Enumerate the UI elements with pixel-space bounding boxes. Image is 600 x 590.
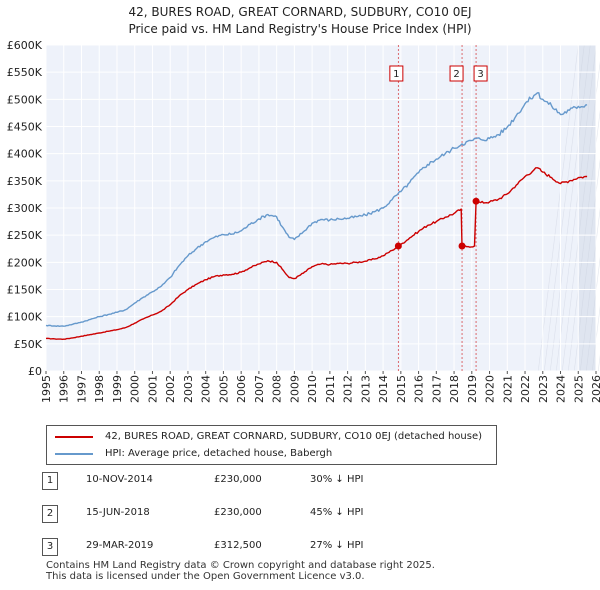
- x-tick-label: 2004: [200, 375, 213, 403]
- y-tick-label: £100K: [7, 311, 43, 324]
- transaction-date: 29-MAR-2019: [86, 540, 154, 551]
- x-tick-label: 2002: [164, 375, 177, 403]
- x-tick-label: 2010: [306, 375, 319, 403]
- x-tick-label: 1996: [58, 375, 71, 403]
- x-tick-label: 2024: [555, 375, 568, 403]
- x-tick-label: 2014: [377, 375, 390, 403]
- y-tick-label: £150K: [7, 284, 43, 297]
- legend-swatch-property: [55, 436, 93, 438]
- transaction-row: 3 29-MAR-2019 £312,500 27% ↓ HPI: [42, 538, 502, 556]
- transaction-price: £312,500: [214, 540, 262, 551]
- footer-line-2: This data is licensed under the Open Gov…: [46, 571, 365, 582]
- x-tick-label: 2003: [182, 375, 195, 403]
- x-tick-label: 1997: [75, 375, 88, 403]
- x-tick-label: 2011: [324, 375, 337, 403]
- x-tick-label: 2025: [572, 375, 585, 403]
- x-tick-label: 2001: [146, 375, 159, 403]
- x-tick-label: 2013: [359, 375, 372, 403]
- property-price-line: [45, 167, 588, 340]
- x-tick-label: 2008: [271, 375, 284, 403]
- y-tick-label: £300K: [7, 202, 43, 215]
- transaction-marker-label: 1: [393, 69, 399, 80]
- forecast-hatch: [591, 305, 600, 372]
- y-tick-label: £600K: [7, 39, 43, 52]
- x-tick-label: 2020: [484, 375, 497, 403]
- transaction-row: 2 15-JUN-2018 £230,000 45% ↓ HPI: [42, 505, 502, 523]
- legend-label-property: 42, BURES ROAD, GREAT CORNARD, SUDBURY, …: [105, 431, 483, 442]
- y-tick-label: £250K: [7, 229, 43, 242]
- hpi-line: [45, 92, 588, 327]
- x-tick-label: 2012: [342, 375, 355, 403]
- transaction-date: 15-JUN-2018: [86, 507, 150, 518]
- y-tick-label: £50K: [14, 338, 43, 351]
- legend: 42, BURES ROAD, GREAT CORNARD, SUDBURY, …: [46, 425, 497, 465]
- y-tick-label: £400K: [7, 148, 43, 161]
- title-line-1: 42, BURES ROAD, GREAT CORNARD, SUDBURY, …: [128, 5, 472, 19]
- y-tick-label: £500K: [7, 93, 43, 106]
- y-tick-label: £550K: [7, 66, 43, 79]
- x-tick-label: 2018: [448, 375, 461, 403]
- x-tick-label: 2019: [466, 375, 479, 403]
- x-tick-label: 2015: [395, 375, 408, 403]
- transaction-number: 1: [42, 472, 58, 490]
- transaction-hpi-diff: 27% ↓ HPI: [310, 540, 364, 551]
- legend-label-hpi: HPI: Average price, detached house, Babe…: [105, 448, 333, 459]
- x-tick-label: 2021: [501, 375, 514, 403]
- y-tick-label: £450K: [7, 121, 43, 134]
- transaction-marker-label: 3: [477, 69, 483, 80]
- transaction-number: 2: [42, 505, 58, 523]
- x-tick-label: 1995: [40, 375, 53, 403]
- x-tick-label: 1999: [111, 375, 124, 403]
- transaction-row: 1 10-NOV-2014 £230,000 30% ↓ HPI: [42, 472, 502, 490]
- legend-swatch-hpi: [55, 453, 93, 455]
- x-tick-label: 2022: [519, 375, 532, 403]
- transaction-marker-box: [389, 65, 404, 82]
- transaction-hpi-diff: 30% ↓ HPI: [310, 474, 364, 485]
- price-chart: 1 2 3 £0 £50K £100K £150K £200K £250K £300K £350K…: [7, 39, 600, 403]
- x-tick-label: 2026: [590, 375, 600, 403]
- x-tick-label: 2017: [430, 375, 443, 403]
- x-tick-label: 2005: [217, 375, 230, 403]
- transaction-number: 3: [42, 538, 58, 556]
- x-tick-label: 2023: [537, 375, 550, 403]
- x-tick-label: 2006: [235, 375, 248, 403]
- transaction-point: [458, 242, 466, 250]
- transaction-point: [472, 197, 480, 205]
- x-tick-label: 2016: [413, 375, 426, 403]
- transaction-price: £230,000: [214, 507, 262, 518]
- y-tick-label: £350K: [7, 175, 43, 188]
- footer: Contains HM Land Registry data © Crown c…: [46, 560, 435, 582]
- title-line-2: Price paid vs. HM Land Registry's House …: [128, 22, 472, 36]
- transaction-date: 10-NOV-2014: [86, 474, 153, 485]
- transaction-hpi-diff: 45% ↓ HPI: [310, 507, 364, 518]
- transaction-marker-box: [449, 65, 464, 82]
- chart-title: 42, BURES ROAD, GREAT CORNARD, SUDBURY, …: [0, 4, 600, 38]
- transaction-point: [394, 242, 402, 250]
- x-tick-label: 2007: [253, 375, 266, 403]
- footer-line-1: Contains HM Land Registry data © Crown c…: [46, 560, 435, 571]
- transaction-marker-label: 2: [453, 69, 459, 80]
- x-tick-label: 2000: [129, 375, 142, 403]
- x-tick-label: 2009: [288, 375, 301, 403]
- x-tick-label: 1998: [93, 375, 106, 403]
- y-tick-label: £0: [28, 365, 42, 378]
- transaction-price: £230,000: [214, 474, 262, 485]
- y-tick-label: £200K: [7, 256, 43, 269]
- transaction-marker-box: [473, 65, 488, 82]
